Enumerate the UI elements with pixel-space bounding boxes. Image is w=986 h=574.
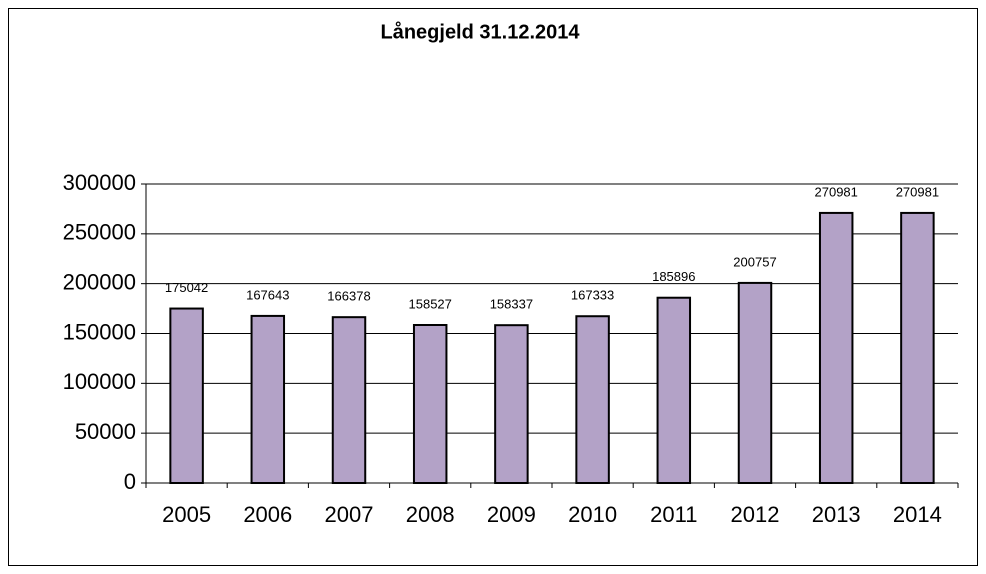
value-label: 158527: [409, 296, 452, 311]
bar: [818, 211, 854, 484]
x-tick-label: 2005: [162, 502, 211, 527]
value-label: 270981: [896, 184, 939, 199]
chart-title: Lånegjeld 31.12.2014: [380, 20, 580, 43]
x-tick-label: 2011: [650, 502, 697, 527]
bar: [575, 315, 610, 484]
y-tick-label: 200000: [63, 269, 136, 294]
y-tick-label: 0: [124, 469, 136, 494]
x-tick-label: 2013: [812, 502, 861, 527]
y-tick-label: 100000: [63, 369, 136, 394]
bar: [900, 211, 935, 484]
x-tick-label: 2014: [893, 502, 942, 527]
bar: [737, 281, 773, 485]
y-tick-label: 250000: [63, 220, 136, 245]
y-tick-label: 300000: [63, 170, 136, 195]
bar: [250, 314, 286, 484]
value-label: 270981: [815, 184, 858, 199]
value-label: 200757: [733, 254, 776, 269]
bar: [494, 324, 529, 484]
value-label: 167333: [571, 288, 614, 303]
value-label: 167643: [246, 287, 289, 302]
bar: [656, 296, 692, 485]
value-label: 175042: [165, 280, 208, 295]
x-tick-label: 2006: [243, 502, 292, 527]
value-label: 185896: [652, 269, 695, 284]
value-label: 158337: [490, 297, 533, 312]
y-tick-label: 150000: [63, 319, 136, 344]
x-tick-label: 2008: [406, 502, 455, 527]
bar: [331, 316, 367, 485]
value-label: 166378: [327, 289, 370, 304]
x-tick-label: 2009: [487, 502, 536, 527]
x-tick-label: 2010: [568, 502, 617, 527]
bar: [169, 307, 204, 484]
y-tick-label: 50000: [75, 419, 136, 444]
bar: [412, 324, 448, 485]
x-tick-label: 2012: [731, 502, 780, 527]
x-tick-label: 2007: [325, 502, 374, 527]
